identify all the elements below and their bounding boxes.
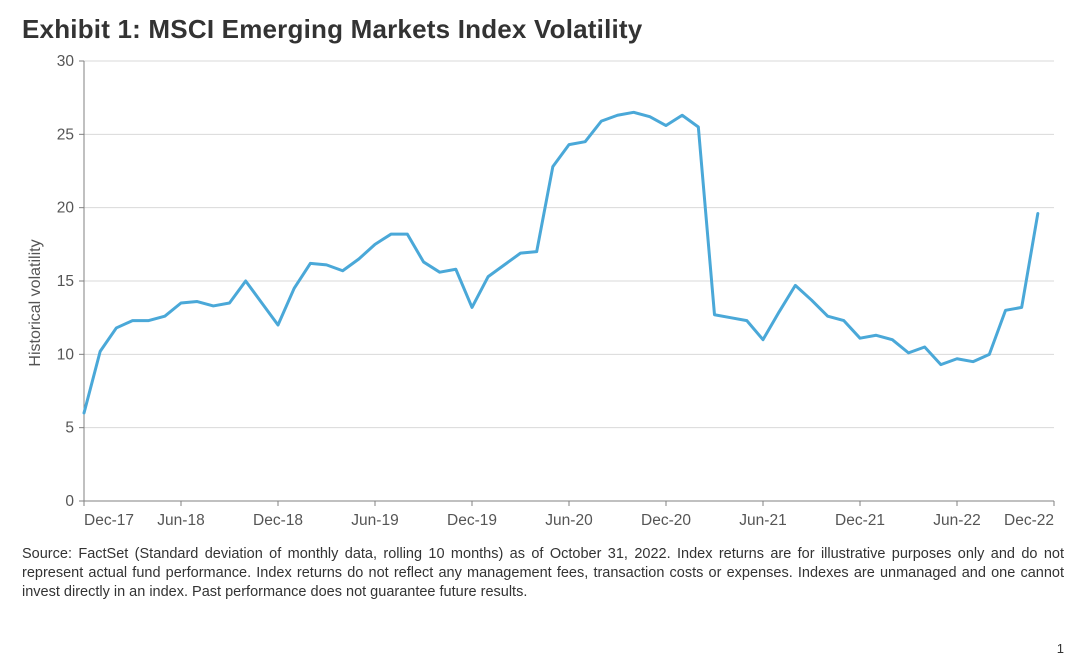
svg-text:Dec-18: Dec-18 bbox=[253, 512, 303, 529]
volatility-line-chart: 0 5 10 15 20 25 30 Dec-17 Jun-18 Dec-18 Jun-19 Dec-… bbox=[22, 51, 1064, 539]
svg-text:0: 0 bbox=[65, 493, 74, 510]
svg-text:10: 10 bbox=[57, 346, 75, 363]
svg-text:Jun-21: Jun-21 bbox=[739, 512, 786, 529]
svg-text:Dec-20: Dec-20 bbox=[641, 512, 691, 529]
svg-text:Jun-22: Jun-22 bbox=[933, 512, 980, 529]
svg-text:20: 20 bbox=[57, 200, 75, 217]
chart-svg: 0 5 10 15 20 25 30 Dec-17 Jun-18 Dec-18 Jun-19 Dec-… bbox=[22, 51, 1064, 539]
svg-text:Dec-19: Dec-19 bbox=[447, 512, 497, 529]
svg-text:Dec-21: Dec-21 bbox=[835, 512, 885, 529]
page-number: 1 bbox=[1057, 641, 1064, 656]
svg-text:Jun-20: Jun-20 bbox=[545, 512, 593, 529]
svg-text:Historical volatility: Historical volatility bbox=[27, 239, 44, 366]
svg-text:Jun-18: Jun-18 bbox=[157, 512, 204, 529]
svg-text:30: 30 bbox=[57, 53, 75, 70]
svg-text:Jun-19: Jun-19 bbox=[351, 512, 398, 529]
source-footnote: Source: FactSet (Standard deviation of m… bbox=[22, 545, 1064, 602]
svg-text:25: 25 bbox=[57, 126, 74, 143]
exhibit-title: Exhibit 1: MSCI Emerging Markets Index V… bbox=[22, 14, 1064, 45]
svg-text:5: 5 bbox=[65, 420, 74, 437]
svg-text:Dec-22: Dec-22 bbox=[1004, 512, 1054, 529]
svg-text:Dec-17: Dec-17 bbox=[84, 512, 134, 529]
page-root: Exhibit 1: MSCI Emerging Markets Index V… bbox=[0, 0, 1086, 664]
svg-text:15: 15 bbox=[57, 273, 74, 290]
